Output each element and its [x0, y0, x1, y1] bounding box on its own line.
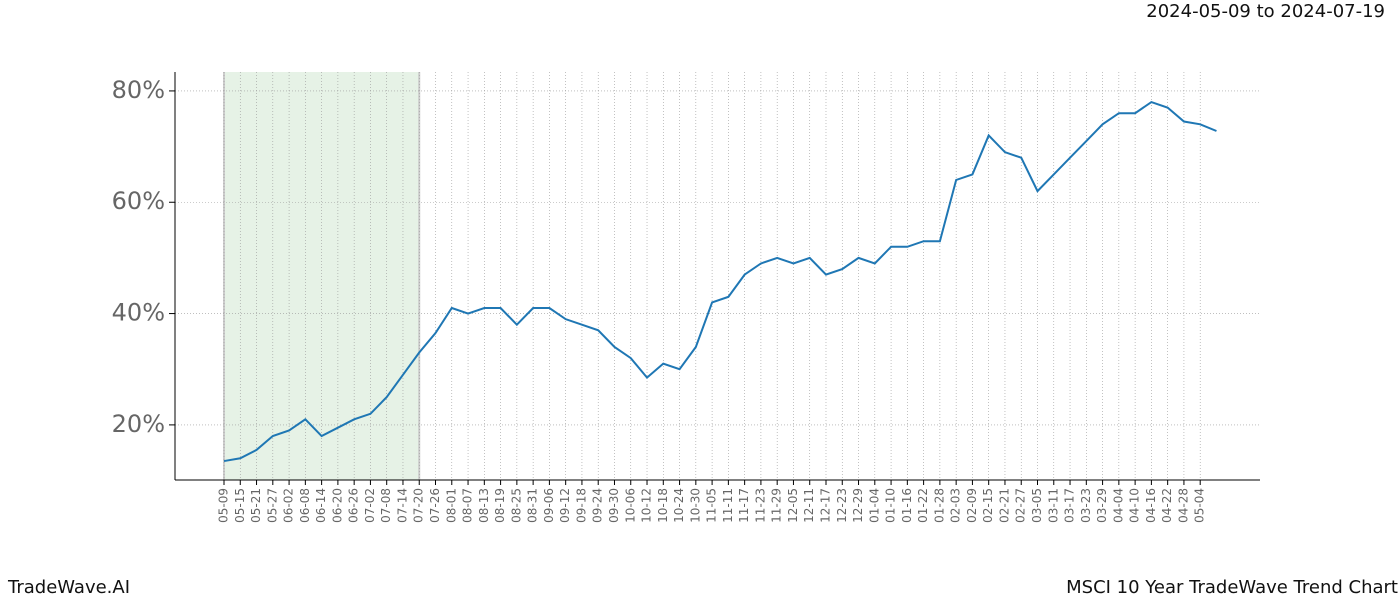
x-tick-label: 10-12 [640, 488, 654, 523]
x-tick-label: 03-05 [1030, 488, 1044, 523]
x-tick-label: 01-04 [867, 488, 881, 523]
y-tick-label: 80% [112, 76, 165, 104]
x-tick-label: 08-13 [477, 488, 491, 523]
x-tick-label: 06-08 [298, 488, 312, 523]
x-tick-label: 12-29 [851, 488, 865, 523]
x-tick-label: 09-18 [574, 488, 588, 523]
x-tick-label: 12-05 [786, 488, 800, 523]
x-tick-label: 10-24 [672, 488, 686, 523]
x-tick-label: 04-28 [1176, 488, 1190, 523]
y-tick-label: 60% [112, 187, 165, 215]
x-tick-label: 01-10 [884, 488, 898, 523]
x-tick-label: 02-03 [949, 488, 963, 523]
x-tick-label: 11-05 [705, 488, 719, 523]
x-tick-label: 10-06 [623, 488, 637, 523]
x-tick-label: 11-11 [721, 488, 735, 523]
x-tick-label: 07-14 [395, 488, 409, 523]
x-tick-label: 03-17 [1063, 488, 1077, 523]
x-tick-label: 06-14 [314, 488, 328, 523]
brand: TradeWave.AI [7, 577, 130, 598]
y-tick-label: 20% [112, 410, 165, 438]
x-tick-label: 08-25 [509, 488, 523, 523]
x-tick-label: 05-04 [1193, 488, 1207, 523]
x-tick-label: 06-20 [330, 488, 344, 523]
x-tick-label: 12-23 [835, 488, 849, 523]
x-tick-label: 02-27 [1014, 488, 1028, 523]
x-tick-label: 06-02 [282, 488, 296, 523]
x-tick-label: 01-16 [900, 488, 914, 523]
date-range: 2024-05-09 to 2024-07-19 [1146, 1, 1385, 22]
x-tick-label: 03-11 [1046, 488, 1060, 523]
x-tick-label: 08-31 [526, 488, 540, 523]
chart-title: MSCI 10 Year TradeWave Trend Chart [1066, 577, 1398, 598]
x-tick-label: 07-20 [412, 488, 426, 523]
x-tick-label: 02-21 [997, 488, 1011, 523]
x-tick-label: 08-07 [461, 488, 475, 523]
x-tick-label: 11-23 [753, 488, 767, 523]
x-tick-label: 11-17 [737, 488, 751, 523]
x-tick-label: 08-01 [444, 488, 458, 523]
x-tick-label: 02-09 [965, 488, 979, 523]
x-tick-label: 08-19 [493, 488, 507, 523]
x-tick-label: 09-12 [558, 488, 572, 523]
x-tick-label: 04-22 [1160, 488, 1174, 523]
x-tick-label: 10-30 [688, 488, 702, 523]
x-tick-label: 05-09 [217, 488, 231, 523]
x-tick-label: 06-26 [347, 488, 361, 523]
x-tick-label: 11-29 [770, 488, 784, 523]
x-tick-label: 07-08 [379, 488, 393, 523]
trend-line [223, 100, 1217, 463]
x-tick-label: 03-29 [1095, 488, 1109, 523]
x-tick-label: 07-02 [363, 488, 377, 523]
x-tick-label: 09-30 [607, 488, 621, 523]
x-tick-label: 01-22 [916, 488, 930, 523]
x-tick-label: 12-11 [802, 488, 816, 523]
x-tick-label: 03-23 [1079, 488, 1093, 523]
x-tick-label: 04-16 [1144, 488, 1158, 523]
x-tick-label: 02-15 [981, 488, 995, 523]
x-tick-label: 04-10 [1128, 488, 1142, 523]
x-tick-label: 05-15 [233, 488, 247, 523]
x-tick-label: 12-17 [818, 488, 832, 523]
x-tick-label: 09-06 [542, 488, 556, 523]
x-tick-label: 04-04 [1111, 488, 1125, 523]
x-tick-label: 09-24 [591, 488, 605, 523]
y-tick-label: 40% [112, 299, 165, 327]
x-tick-label: 10-18 [656, 488, 670, 523]
x-tick-label: 07-26 [428, 488, 442, 523]
x-tick-label: 05-21 [249, 488, 263, 523]
x-tick-label: 05-27 [265, 488, 279, 523]
x-tick-label: 01-28 [932, 488, 946, 523]
